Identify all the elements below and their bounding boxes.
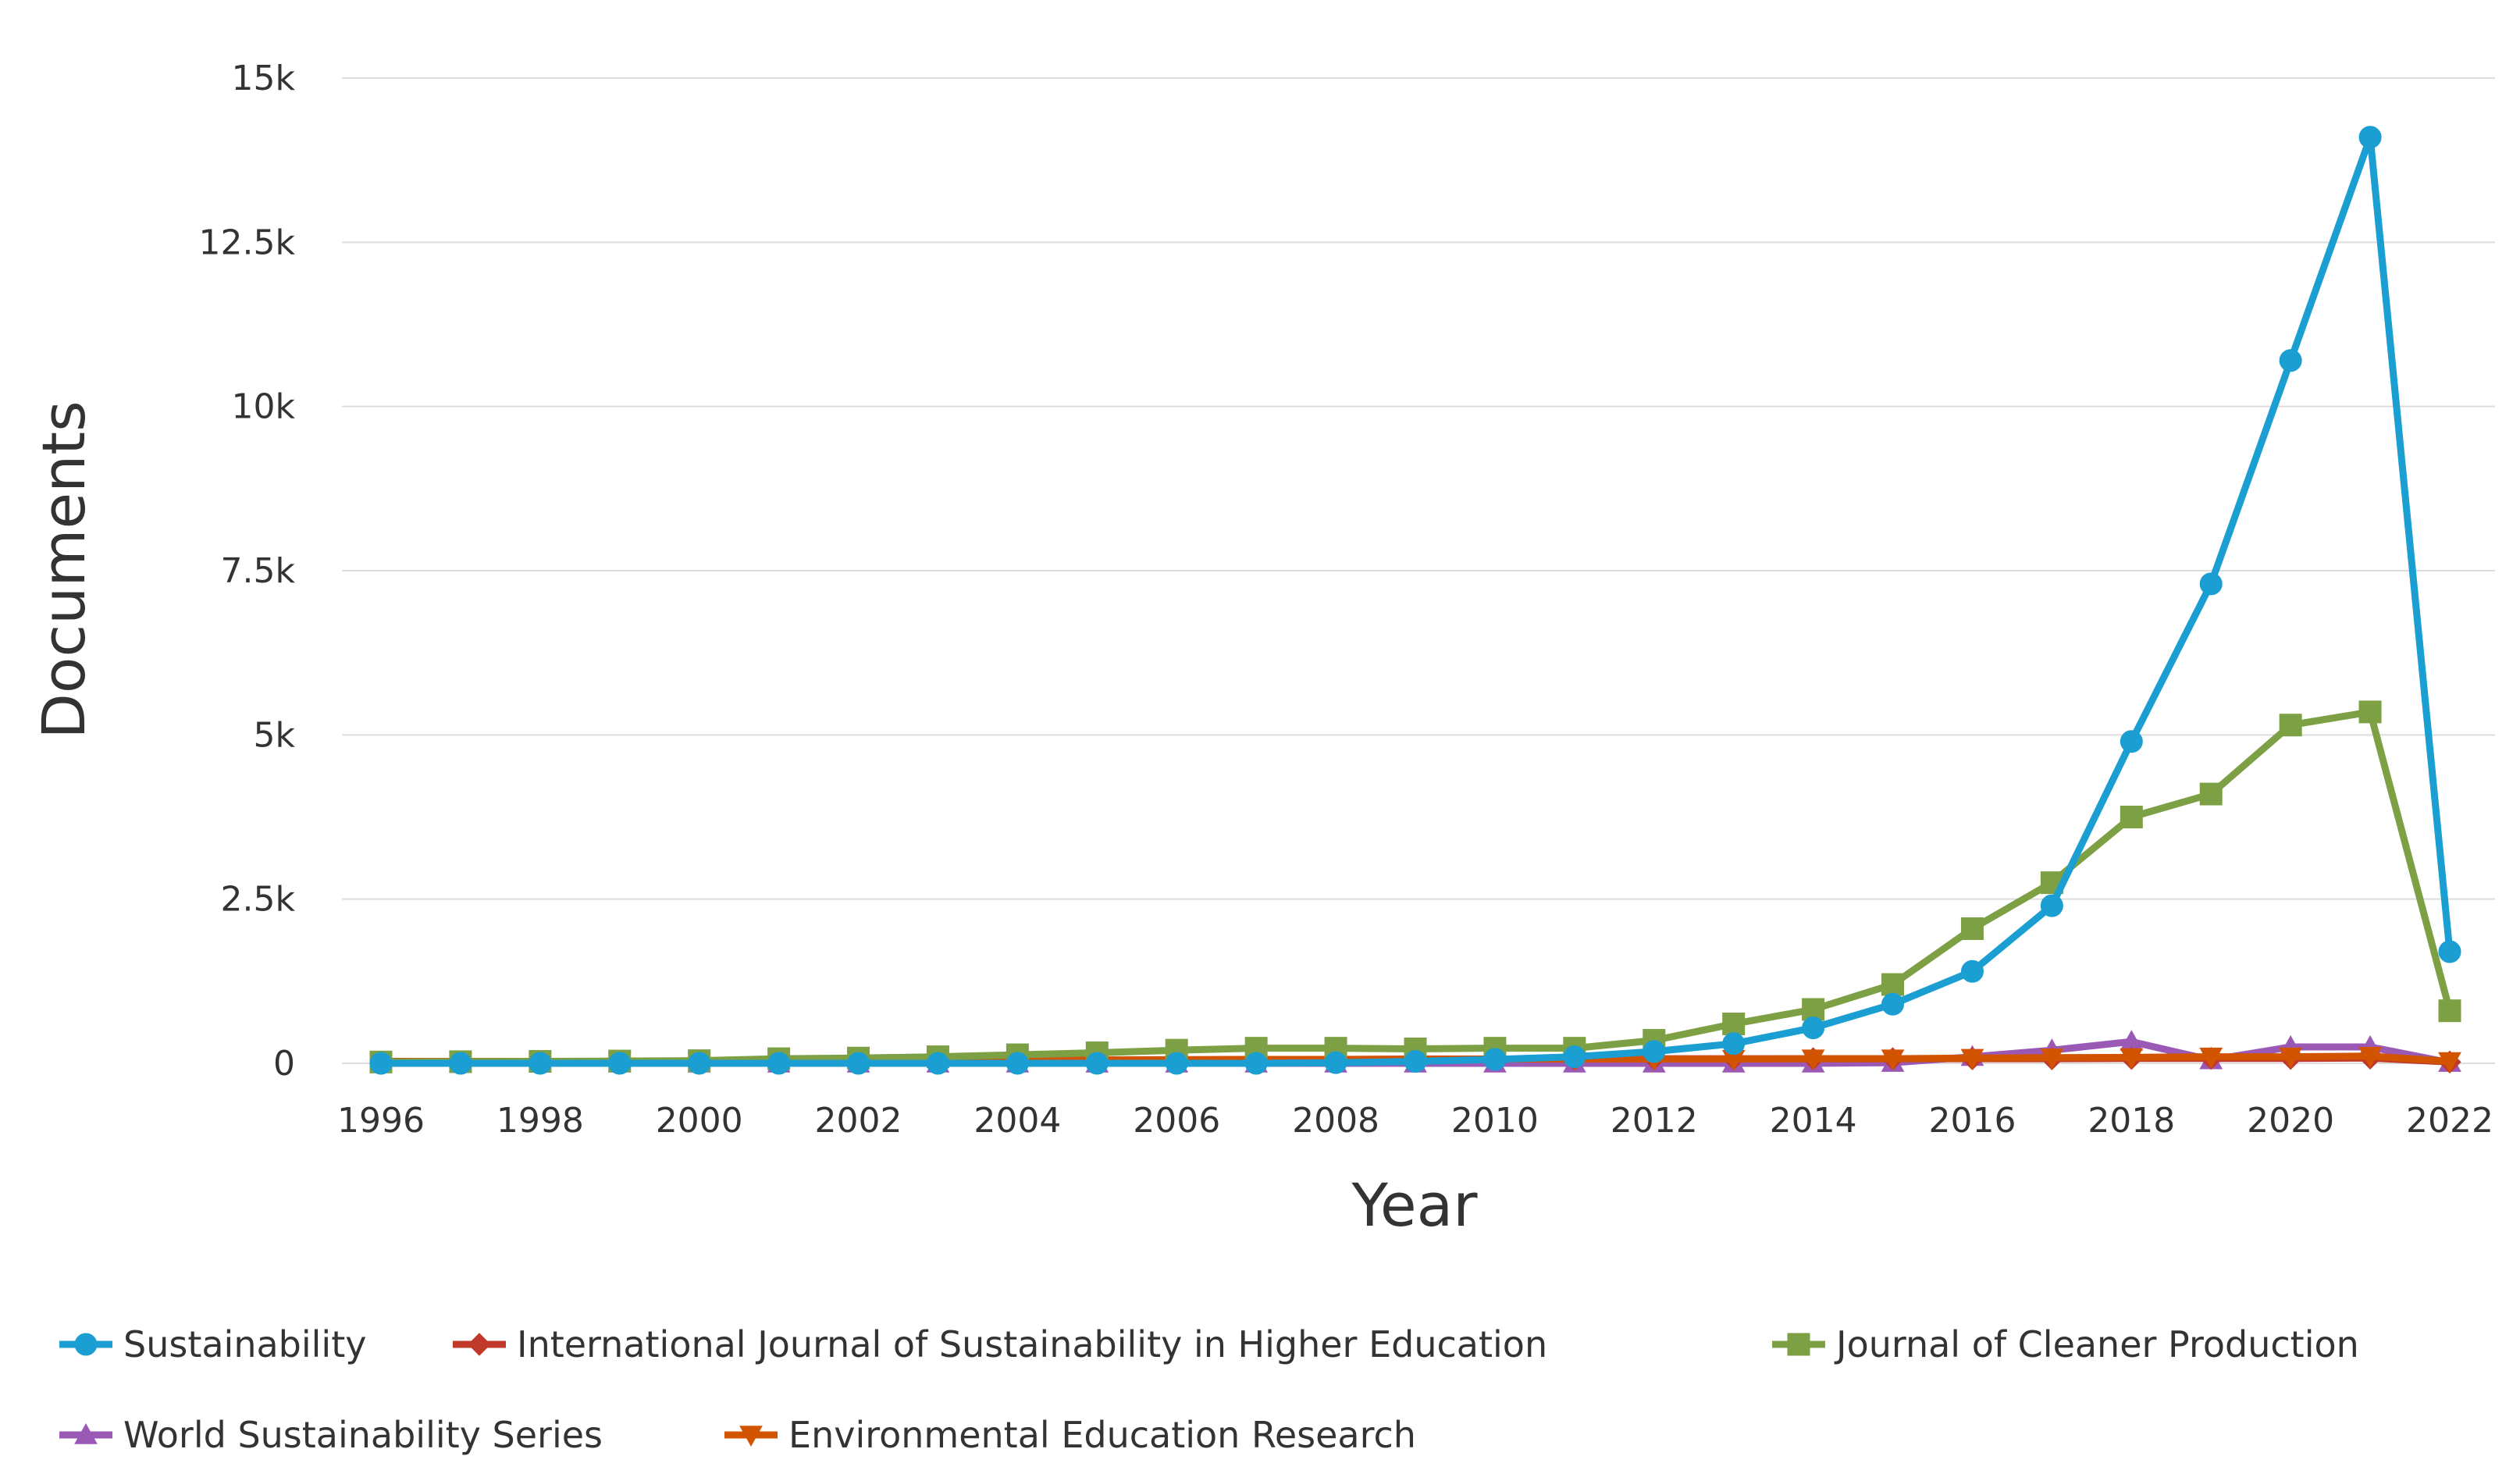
legend-marker — [468, 1333, 491, 1356]
data-point — [1563, 1045, 1586, 1069]
x-tick-label: 2018 — [2088, 1101, 2175, 1141]
data-point — [1643, 1040, 1666, 1063]
x-tick-label: 2014 — [1770, 1101, 1857, 1141]
data-point — [2358, 126, 2382, 149]
data-point — [449, 1052, 472, 1075]
data-point — [1801, 1049, 1825, 1071]
y-axis-title: Documents — [29, 401, 98, 739]
data-point — [2199, 1047, 2223, 1069]
data-point — [529, 1052, 552, 1075]
data-point — [2199, 782, 2223, 806]
data-point — [2040, 1048, 2064, 1070]
series-0 — [369, 126, 2461, 1075]
data-point — [2199, 572, 2223, 596]
legend: Sustainability International Journal of S… — [59, 1323, 2359, 1456]
data-point — [1006, 1052, 1029, 1075]
legend-marker — [1787, 1333, 1810, 1356]
data-point — [369, 1052, 393, 1075]
x-tick-label: 1998 — [497, 1101, 584, 1141]
data-point — [1881, 973, 1905, 996]
data-point — [1802, 1016, 1825, 1040]
data-point — [2120, 730, 2143, 753]
data-point — [1722, 1032, 1746, 1056]
data-point — [2120, 806, 2143, 828]
data-point — [1960, 1048, 1984, 1070]
y-tick-label: 12.5k — [199, 223, 296, 262]
y-tick-label: 7.5k — [221, 551, 296, 591]
x-tick-label: 2006 — [1133, 1101, 1220, 1141]
data-point — [1324, 1051, 1347, 1074]
data-point — [688, 1052, 711, 1075]
data-point — [608, 1052, 632, 1075]
data-point — [2358, 700, 2382, 724]
legend-label: International Journal of Sustainability … — [517, 1323, 1547, 1365]
data-point — [1960, 917, 1984, 941]
legend-marker — [74, 1422, 98, 1444]
y-tick-label: 5k — [254, 715, 296, 755]
data-point — [1085, 1052, 1109, 1075]
data-point — [2438, 1052, 2461, 1073]
y-axis-ticks: 0 2.5k 5k 7.5k 10k 12.5k 15k — [199, 59, 296, 1084]
x-tick-label: 2022 — [2406, 1101, 2493, 1141]
y-tick-label: 15k — [232, 59, 296, 98]
x-tick-label: 2016 — [1928, 1101, 2016, 1141]
data-point — [847, 1052, 870, 1075]
y-tick-label: 10k — [232, 387, 296, 427]
data-point — [2358, 1047, 2382, 1068]
legend-item-4[interactable]: Environmental Education Research — [724, 1414, 1416, 1456]
legend-label: World Sustainability Series — [123, 1414, 603, 1456]
data-point — [767, 1052, 791, 1075]
x-tick-label: 1996 — [337, 1101, 425, 1141]
x-tick-label: 2020 — [2247, 1101, 2334, 1141]
legend-item-1[interactable]: International Journal of Sustainability … — [453, 1323, 1547, 1365]
gridlines — [342, 77, 2495, 1064]
data-point — [2279, 714, 2302, 737]
x-tick-label: 2010 — [1451, 1101, 1539, 1141]
x-tick-label: 2000 — [656, 1101, 743, 1141]
x-tick-label: 2008 — [1292, 1101, 1379, 1141]
data-point — [1244, 1052, 1268, 1075]
legend-marker — [739, 1426, 763, 1447]
data-point — [1483, 1048, 1507, 1071]
data-point — [1404, 1049, 1427, 1073]
data-point — [2120, 1048, 2144, 1070]
y-tick-label: 0 — [273, 1044, 295, 1084]
series-2 — [369, 700, 2461, 1073]
data-point — [1881, 992, 1905, 1016]
legend-label: Environmental Education Research — [788, 1414, 1416, 1456]
data-point — [1960, 959, 1984, 983]
x-tick-label: 2002 — [815, 1101, 902, 1141]
data-point — [2438, 940, 2461, 963]
data-point — [2040, 894, 2063, 917]
series-line — [381, 134, 2454, 1067]
data-point — [2279, 1047, 2303, 1069]
data-point — [926, 1052, 949, 1075]
data-point — [2279, 349, 2302, 372]
data-point — [2438, 999, 2461, 1023]
data-point — [1165, 1052, 1188, 1075]
x-tick-label: 2012 — [1611, 1101, 1698, 1141]
legend-label: Journal of Cleaner Production — [1834, 1323, 2359, 1365]
legend-item-2[interactable]: Journal of Cleaner Production — [1772, 1323, 2359, 1365]
x-axis-title: Year — [1351, 1170, 1479, 1240]
legend-item-3[interactable]: World Sustainability Series — [59, 1414, 603, 1456]
legend-label: Sustainability — [123, 1323, 366, 1365]
legend-item-0[interactable]: Sustainability — [59, 1323, 366, 1365]
data-point — [1881, 1049, 1905, 1071]
x-tick-label: 2004 — [973, 1101, 1061, 1141]
series-line — [380, 708, 2454, 1066]
legend-marker — [74, 1333, 98, 1356]
series-lines — [369, 126, 2461, 1075]
y-tick-label: 2.5k — [221, 880, 296, 920]
data-point — [1722, 1013, 1746, 1036]
x-axis-ticks: 1996 1998 2000 2002 2004 2006 2008 2010 2012 2014… — [337, 1101, 2493, 1141]
